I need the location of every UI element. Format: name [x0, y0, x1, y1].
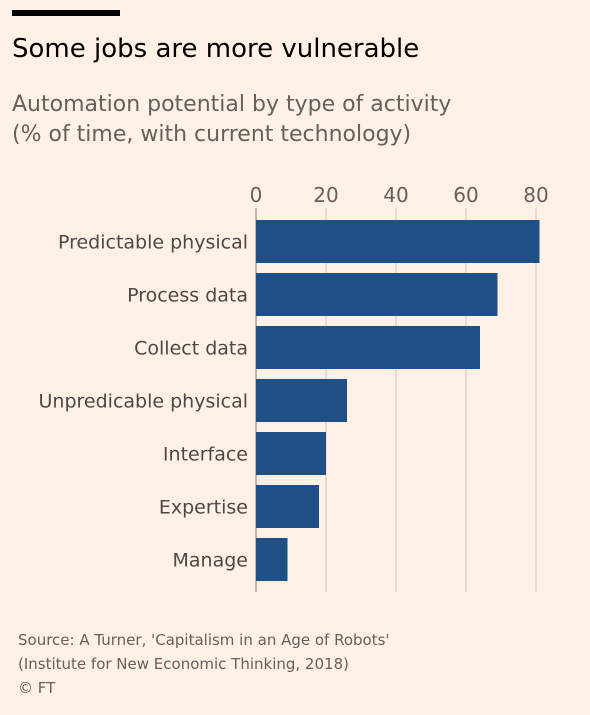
x-tick-label: 40 [383, 183, 408, 207]
x-tick-label: 20 [313, 183, 338, 207]
x-tick-label: 60 [453, 183, 478, 207]
chart-title: Some jobs are more vulnerable [12, 34, 420, 64]
bar-interface [256, 432, 326, 475]
bar-collect-data [256, 326, 480, 369]
x-tick-label: 0 [250, 183, 263, 207]
category-labels: Predictable physical Process data Collect … [39, 232, 248, 572]
source-note: Source: A Turner, 'Capitalism in an Age … [18, 628, 390, 700]
subtitle-line-2: (% of time, with current technology) [12, 122, 412, 147]
x-tick-labels: 0 20 40 60 80 [250, 183, 549, 207]
subtitle-line-1: Automation potential by type of activity [12, 92, 452, 117]
category-label: Predictable physical [58, 232, 248, 254]
chart-subtitle: Automation potential by type of activity… [12, 90, 451, 150]
source-line-1: Source: A Turner, 'Capitalism in an Age … [18, 631, 390, 649]
x-tick-label: 80 [523, 183, 548, 207]
bars [256, 220, 540, 581]
category-label: Interface [163, 444, 248, 466]
category-label: Manage [173, 550, 248, 572]
bar-manage [256, 538, 288, 581]
bar-process-data [256, 273, 498, 316]
category-label: Unpredicable physical [39, 391, 248, 413]
source-line-2: (Institute for New Economic Thinking, 20… [18, 655, 349, 673]
bar-predictable-physical [256, 220, 540, 263]
category-label: Collect data [134, 338, 248, 360]
top-rule [12, 10, 120, 16]
bar-unpredicable-physical [256, 379, 347, 422]
bar-expertise [256, 485, 319, 528]
copyright: © FT [18, 679, 56, 697]
category-label: Process data [127, 285, 248, 307]
category-label: Expertise [159, 497, 248, 519]
